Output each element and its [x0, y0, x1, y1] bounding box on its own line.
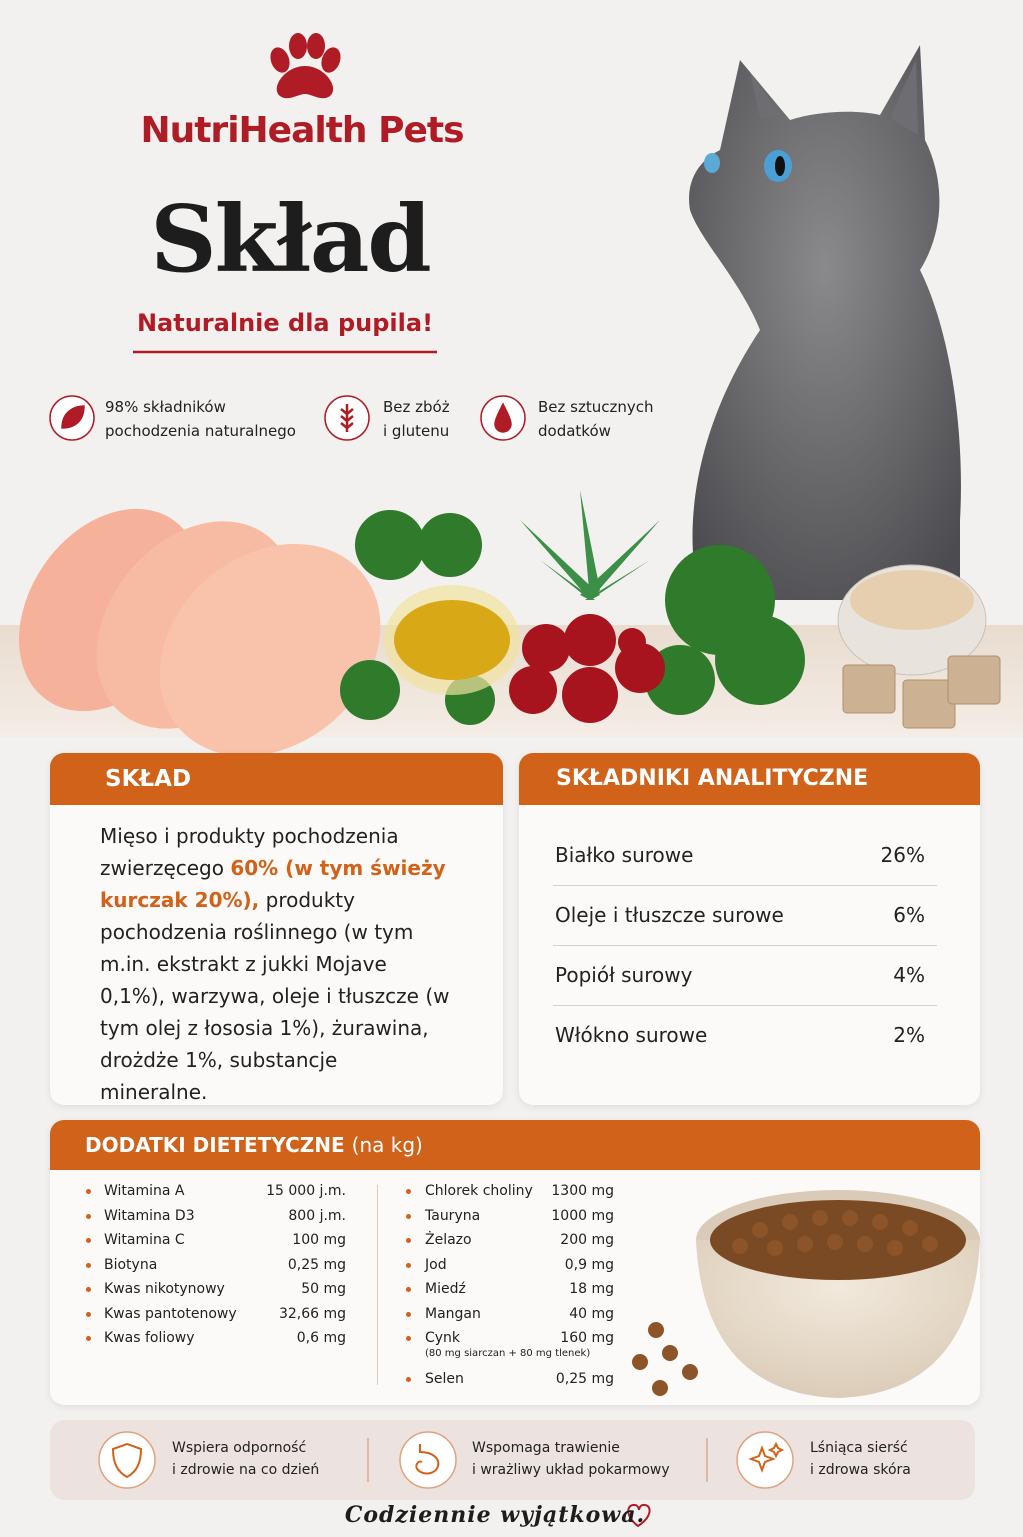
analytical-value: 26% [880, 843, 925, 867]
additive-amount: 0,6 mg [296, 1330, 346, 1346]
additive-amount: 40 mg [569, 1305, 614, 1322]
bullet [406, 1336, 411, 1341]
bullet [86, 1336, 91, 1341]
additive-amount: 32,66 mg [278, 1305, 346, 1322]
analytical-value: 6% [893, 903, 925, 927]
additives-unit: (na kg) [351, 1133, 423, 1157]
bullet [406, 1311, 411, 1317]
analytical-name: Białko surowe [555, 843, 694, 867]
additive-name: Witamina A [104, 1183, 185, 1199]
additive-name: Mangan [425, 1305, 481, 1322]
feature-icons [49, 395, 526, 441]
additive-name: Kwas foliowy [104, 1330, 195, 1346]
benefit-text: i zdrowie na co dzień [172, 1462, 320, 1478]
additive-amount: 100 mg [292, 1232, 346, 1248]
additive-amount: 18 mg [569, 1281, 614, 1297]
analytical-value: 4% [893, 963, 925, 987]
composition-text-after: produkty pochodzenia roślinnego (w tym m… [100, 888, 450, 1104]
bullet [86, 1189, 91, 1194]
additive-name: Żelazo [425, 1232, 472, 1248]
bullet [406, 1376, 411, 1382]
additive-name: Witamina D3 [104, 1207, 195, 1224]
paw-logo [270, 33, 341, 99]
brand-name: NutriHealth Pets [140, 110, 464, 151]
additives-divider [377, 1185, 378, 1385]
additive-note: (80 mg siarczan + 80 mg tlenek) [425, 1348, 591, 1359]
footer-tagline: Codziennie wyjątkowa. [344, 1502, 646, 1528]
subtitle: Naturalnie dla pupila! [136, 309, 434, 337]
additive-amount: 200 mg [560, 1232, 614, 1248]
feature-text: pochodzenia naturalnego [105, 422, 296, 440]
additive-amount: 15 000 j.m. [266, 1183, 346, 1199]
additive-name: Kwas nikotynowy [104, 1281, 225, 1297]
bullet [406, 1287, 411, 1292]
additives-heading: DODATKI DIETETYCZNE [85, 1133, 345, 1157]
additive-name: Tauryna [425, 1207, 481, 1224]
composition-text: Mięso i produkty pochodzenia zwierzęcego… [100, 820, 450, 1108]
benefit-text: Lśniąca sierść [810, 1440, 908, 1456]
additive-amount: 0,25 mg [287, 1256, 346, 1273]
bullet [86, 1238, 91, 1243]
additive-name: Biotyna [104, 1256, 158, 1273]
bullet [406, 1189, 411, 1194]
additive-amount: 1000 mg [551, 1207, 614, 1224]
row-divider [553, 885, 937, 886]
composition-heading: SKŁAD [50, 753, 503, 805]
composition-highlight: 60% (w tym świeży kurczak 20%), [100, 856, 446, 912]
additive-name: Kwas pantotenowy [104, 1305, 237, 1322]
benefit-text: Wspiera odporność [172, 1440, 307, 1456]
feature-text: Bez sztucznych [538, 398, 654, 416]
feature-text: dodatków [538, 422, 611, 440]
additive-amount: 50 mg [301, 1281, 346, 1297]
bullet [406, 1238, 411, 1243]
benefit-text: Wspomaga trawienie [472, 1440, 620, 1456]
benefits-band [50, 1420, 975, 1500]
row-divider [553, 945, 937, 946]
bullet [86, 1311, 91, 1317]
additive-amount: 0,25 mg [555, 1370, 614, 1387]
bullet [406, 1262, 411, 1268]
additive-name: Cynk [425, 1330, 461, 1346]
page-title: Skład [150, 185, 432, 293]
feature-text: Bez zbóż [383, 398, 450, 416]
analytical-name: Popiół surowy [555, 963, 693, 987]
analytical-name: Oleje i tłuszcze surowe [555, 903, 784, 927]
additive-amount: 0,9 mg [564, 1256, 614, 1273]
composition-text-before: Mięso i produkty pochodzenia zwierzęcego [100, 824, 399, 880]
analytical-heading: SKŁADNIKI ANALITYCZNE [519, 753, 980, 805]
bullet [86, 1287, 91, 1292]
cat-illustration [689, 45, 961, 600]
additive-name: Selen [425, 1370, 464, 1387]
bullet [86, 1262, 91, 1268]
benefit-text: i zdrowa skóra [810, 1462, 911, 1478]
additive-name: Jod [425, 1256, 447, 1273]
additive-name: Chlorek choliny [425, 1183, 533, 1199]
additive-name: Witamina C [104, 1232, 185, 1248]
bullet [86, 1213, 91, 1219]
additive-amount: 1300 mg [551, 1183, 614, 1199]
analytical-name: Włókno surowe [555, 1023, 708, 1047]
additive-amount: 800 j.m. [288, 1207, 346, 1224]
feature-text: i glutenu [383, 422, 450, 440]
food-illustration [19, 490, 1001, 757]
bullet [406, 1213, 411, 1219]
additive-name: Miedź [425, 1281, 466, 1297]
row-divider [553, 1005, 937, 1006]
feature-text: 98% składników [105, 398, 226, 416]
analytical-card: SKŁADNIKI ANALITYCZNE [519, 753, 980, 1105]
additive-amount: 160 mg [560, 1330, 614, 1346]
benefit-text: i wrażliwy układ pokarmowy [472, 1462, 670, 1478]
analytical-value: 2% [893, 1023, 925, 1047]
composition-card: SKŁAD [50, 753, 503, 1105]
additives-heading-row: DODATKI DIETETYCZNE (na kg) [50, 1120, 980, 1170]
